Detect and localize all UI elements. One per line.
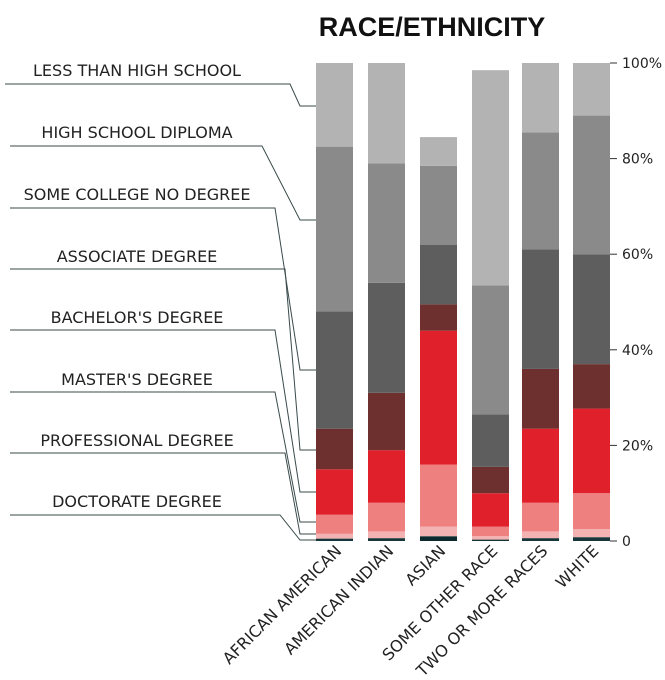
segment-two-or-more-races-doctorate-degree	[522, 538, 559, 541]
segment-asian-bachelor-s-degree	[420, 330, 457, 465]
segment-american-indian-doctorate-degree	[368, 538, 405, 541]
segment-two-or-more-races-some-college-no-degree	[522, 249, 559, 369]
segment-two-or-more-races-high-school-diploma	[522, 132, 559, 250]
bar-american-indian	[368, 63, 405, 541]
segment-american-indian-associate-degree	[368, 392, 405, 451]
segment-some-other-race-doctorate-degree	[472, 539, 509, 541]
segment-white-associate-degree	[573, 364, 610, 409]
segment-some-other-race-associate-degree	[472, 466, 509, 494]
segment-asian-professional-degree	[420, 526, 457, 537]
segment-american-indian-bachelor-s-degree	[368, 450, 405, 503]
segment-some-other-race-high-school-diploma	[472, 285, 509, 415]
bar-african-american	[316, 63, 353, 541]
leader-line-master-s-degree	[10, 391, 316, 523]
leader-line-professional-degree	[10, 452, 316, 535]
leader-line-bachelor-s-degree	[10, 329, 316, 493]
leader-line-doctorate-degree	[10, 514, 316, 541]
legend-label-doctorate-degree: DOCTORATE DEGREE	[52, 492, 222, 511]
legend-leader-lines	[5, 83, 316, 541]
segment-asian-master-s-degree	[420, 464, 457, 527]
legend-label-bachelor-s-degree: BACHELOR'S DEGREE	[51, 308, 224, 327]
bar-white	[573, 63, 610, 541]
y-tick-label: 0	[622, 534, 631, 550]
segment-two-or-more-races-bachelor-s-degree	[522, 428, 559, 503]
segment-african-american-some-college-no-degree	[316, 311, 353, 429]
y-tick-label: 20%	[622, 438, 653, 454]
segment-american-indian-high-school-diploma	[368, 163, 405, 283]
segment-two-or-more-races-associate-degree	[522, 368, 559, 429]
segment-some-other-race-some-college-no-degree	[472, 414, 509, 467]
legend-label-some-college-no-degree: SOME COLLEGE NO DEGREE	[24, 185, 251, 204]
bar-some-other-race	[472, 70, 509, 541]
segment-some-other-race-master-s-degree	[472, 526, 509, 537]
segment-african-american-master-s-degree	[316, 514, 353, 534]
bars	[316, 63, 610, 541]
x-tick-label-white: WHITE	[552, 541, 603, 592]
segment-white-less-than-high-school	[573, 63, 610, 116]
chart-title: RACE/ETHNICITY	[319, 12, 546, 42]
segment-african-american-doctorate-degree	[316, 538, 353, 541]
segment-white-high-school-diploma	[573, 115, 610, 255]
legend-label-associate-degree: ASSOCIATE DEGREE	[57, 247, 218, 266]
legend-label-master-s-degree: MASTER'S DEGREE	[61, 370, 213, 389]
segment-african-american-less-than-high-school	[316, 63, 353, 147]
segment-asian-less-than-high-school	[420, 137, 457, 166]
segment-two-or-more-races-master-s-degree	[522, 502, 559, 532]
segment-african-american-high-school-diploma	[316, 146, 353, 312]
segment-white-some-college-no-degree	[573, 254, 610, 365]
segment-american-indian-professional-degree	[368, 531, 405, 539]
segment-asian-associate-degree	[420, 304, 457, 331]
segment-some-other-race-less-than-high-school	[472, 70, 509, 286]
legend: LESS THAN HIGH SCHOOL HIGH SCHOOL DIPLOMA…	[24, 61, 251, 511]
leader-line-some-college-no-degree	[10, 207, 316, 371]
segment-some-other-race-professional-degree	[472, 536, 509, 540]
y-tick-label: 80%	[622, 152, 653, 168]
segment-white-bachelor-s-degree	[573, 408, 610, 494]
legend-label-high-school-diploma: HIGH SCHOOL DIPLOMA	[41, 123, 232, 142]
segment-asian-some-college-no-degree	[420, 244, 457, 305]
segment-two-or-more-races-less-than-high-school	[522, 63, 559, 133]
segment-african-american-associate-degree	[316, 428, 353, 470]
segment-some-other-race-bachelor-s-degree	[472, 493, 509, 527]
segment-asian-high-school-diploma	[420, 165, 457, 245]
y-tick-label: 40%	[622, 343, 653, 359]
bar-two-or-more-races	[522, 63, 559, 541]
segment-american-indian-master-s-degree	[368, 502, 405, 532]
bar-asian	[420, 137, 457, 541]
segment-american-indian-some-college-no-degree	[368, 282, 405, 393]
y-axis: 0 20% 40% 60% 80% 100%	[610, 56, 662, 550]
segment-two-or-more-races-professional-degree	[522, 531, 559, 539]
segment-white-doctorate-degree	[573, 537, 610, 541]
y-tick-label: 60%	[622, 247, 653, 263]
leader-line-associate-degree	[10, 268, 316, 451]
segment-american-indian-less-than-high-school	[368, 63, 405, 164]
legend-label-professional-degree: PROFESSIONAL DEGREE	[40, 431, 233, 450]
legend-label-less-than-high-school: LESS THAN HIGH SCHOOL	[33, 61, 241, 80]
x-tick-label-asian: ASIAN	[401, 541, 449, 589]
y-tick-label: 100%	[622, 56, 662, 72]
segment-african-american-bachelor-s-degree	[316, 469, 353, 515]
segment-african-american-professional-degree	[316, 533, 353, 539]
segment-white-master-s-degree	[573, 493, 610, 530]
segment-white-professional-degree	[573, 529, 610, 538]
leader-line-high-school-diploma	[10, 145, 316, 221]
segment-asian-doctorate-degree	[420, 536, 457, 541]
leader-line-less-than-high-school	[5, 83, 316, 107]
